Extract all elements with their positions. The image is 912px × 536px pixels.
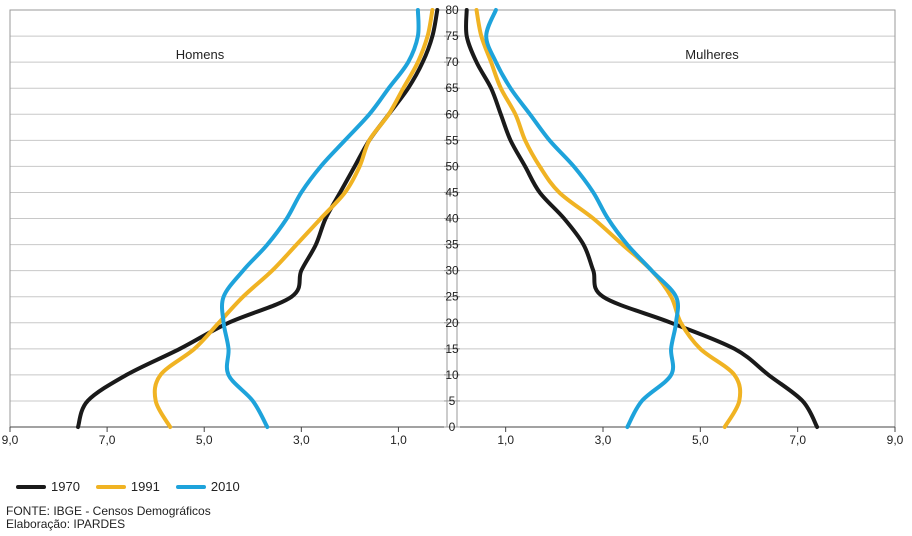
gridlines (10, 9, 895, 402)
y-tick-label: 5 (449, 394, 456, 408)
y-tick-label: 50 (445, 159, 459, 173)
legend-swatch-1991 (95, 484, 126, 489)
x-tick-label: 5,0 (196, 433, 213, 447)
footer: FONTE: IBGE - Censos Demográficos Elabor… (6, 505, 211, 531)
y-tick-label: 45 (445, 185, 459, 199)
y-tick-label: 70 (445, 55, 459, 69)
y-tick-label: 25 (445, 290, 459, 304)
x-tick-label: 9,0 (887, 433, 904, 447)
x-tick-label: 5,0 (692, 433, 709, 447)
legend: 1970 1991 2010 (16, 479, 256, 494)
x-tick-label: 1,0 (390, 433, 407, 447)
legend-swatch-1970 (16, 484, 46, 489)
y-tick-label: 55 (445, 133, 459, 147)
source-note: FONTE: IBGE - Censos Demográficos (6, 504, 211, 518)
series-line-2010-homens (219, 8, 421, 429)
x-tick-label: 7,0 (99, 433, 116, 447)
y-tick-label: 40 (445, 212, 459, 226)
series-lines (76, 8, 820, 429)
axis-labels: 9,0 7,0 5,0 3,0 1,0 1,0 3,0 5,0 7,0 9,0 0 5 10 15 20 25… (2, 3, 904, 447)
legend-label-2010: 2010 (210, 479, 240, 494)
y-tick-label: 15 (445, 342, 459, 356)
y-tick-label: 30 (445, 264, 459, 278)
legend-label-1991: 1991 (130, 479, 160, 494)
x-tick-label: 3,0 (595, 433, 612, 447)
legend-swatch-2010 (175, 484, 206, 489)
y-tick-label: 65 (445, 81, 459, 95)
y-tick-label: 80 (445, 3, 459, 17)
legend-label-1970: 1970 (51, 479, 80, 494)
legend-item-1991: 1991 (95, 479, 160, 494)
x-tick-label: 9,0 (2, 433, 19, 447)
series-line-1991-homens (152, 8, 435, 429)
series-line-2010-mulheres (484, 8, 681, 429)
panel-label-mulheres: Mulheres (685, 47, 739, 62)
legend-item-1970: 1970 (16, 479, 80, 494)
series-line-1970-mulheres (463, 8, 820, 429)
series-line-1970-homens (76, 8, 440, 429)
y-tick-label: 75 (445, 29, 459, 43)
series-line-1991-mulheres (474, 8, 743, 429)
x-tick-label: 7,0 (789, 433, 806, 447)
y-tick-label: 35 (445, 238, 459, 252)
plot-frames (9, 9, 896, 432)
y-tick-label: 20 (445, 316, 459, 330)
y-tick-label: 0 (449, 420, 456, 434)
panel-label-homens: Homens (176, 47, 225, 62)
x-tick-label: 1,0 (497, 433, 514, 447)
x-tick-label: 3,0 (293, 433, 310, 447)
y-tick-label: 10 (445, 368, 459, 382)
credit-note: Elaboração: IPARDES (6, 517, 126, 531)
legend-item-2010: 2010 (175, 479, 240, 494)
y-tick-label: 60 (445, 107, 459, 121)
